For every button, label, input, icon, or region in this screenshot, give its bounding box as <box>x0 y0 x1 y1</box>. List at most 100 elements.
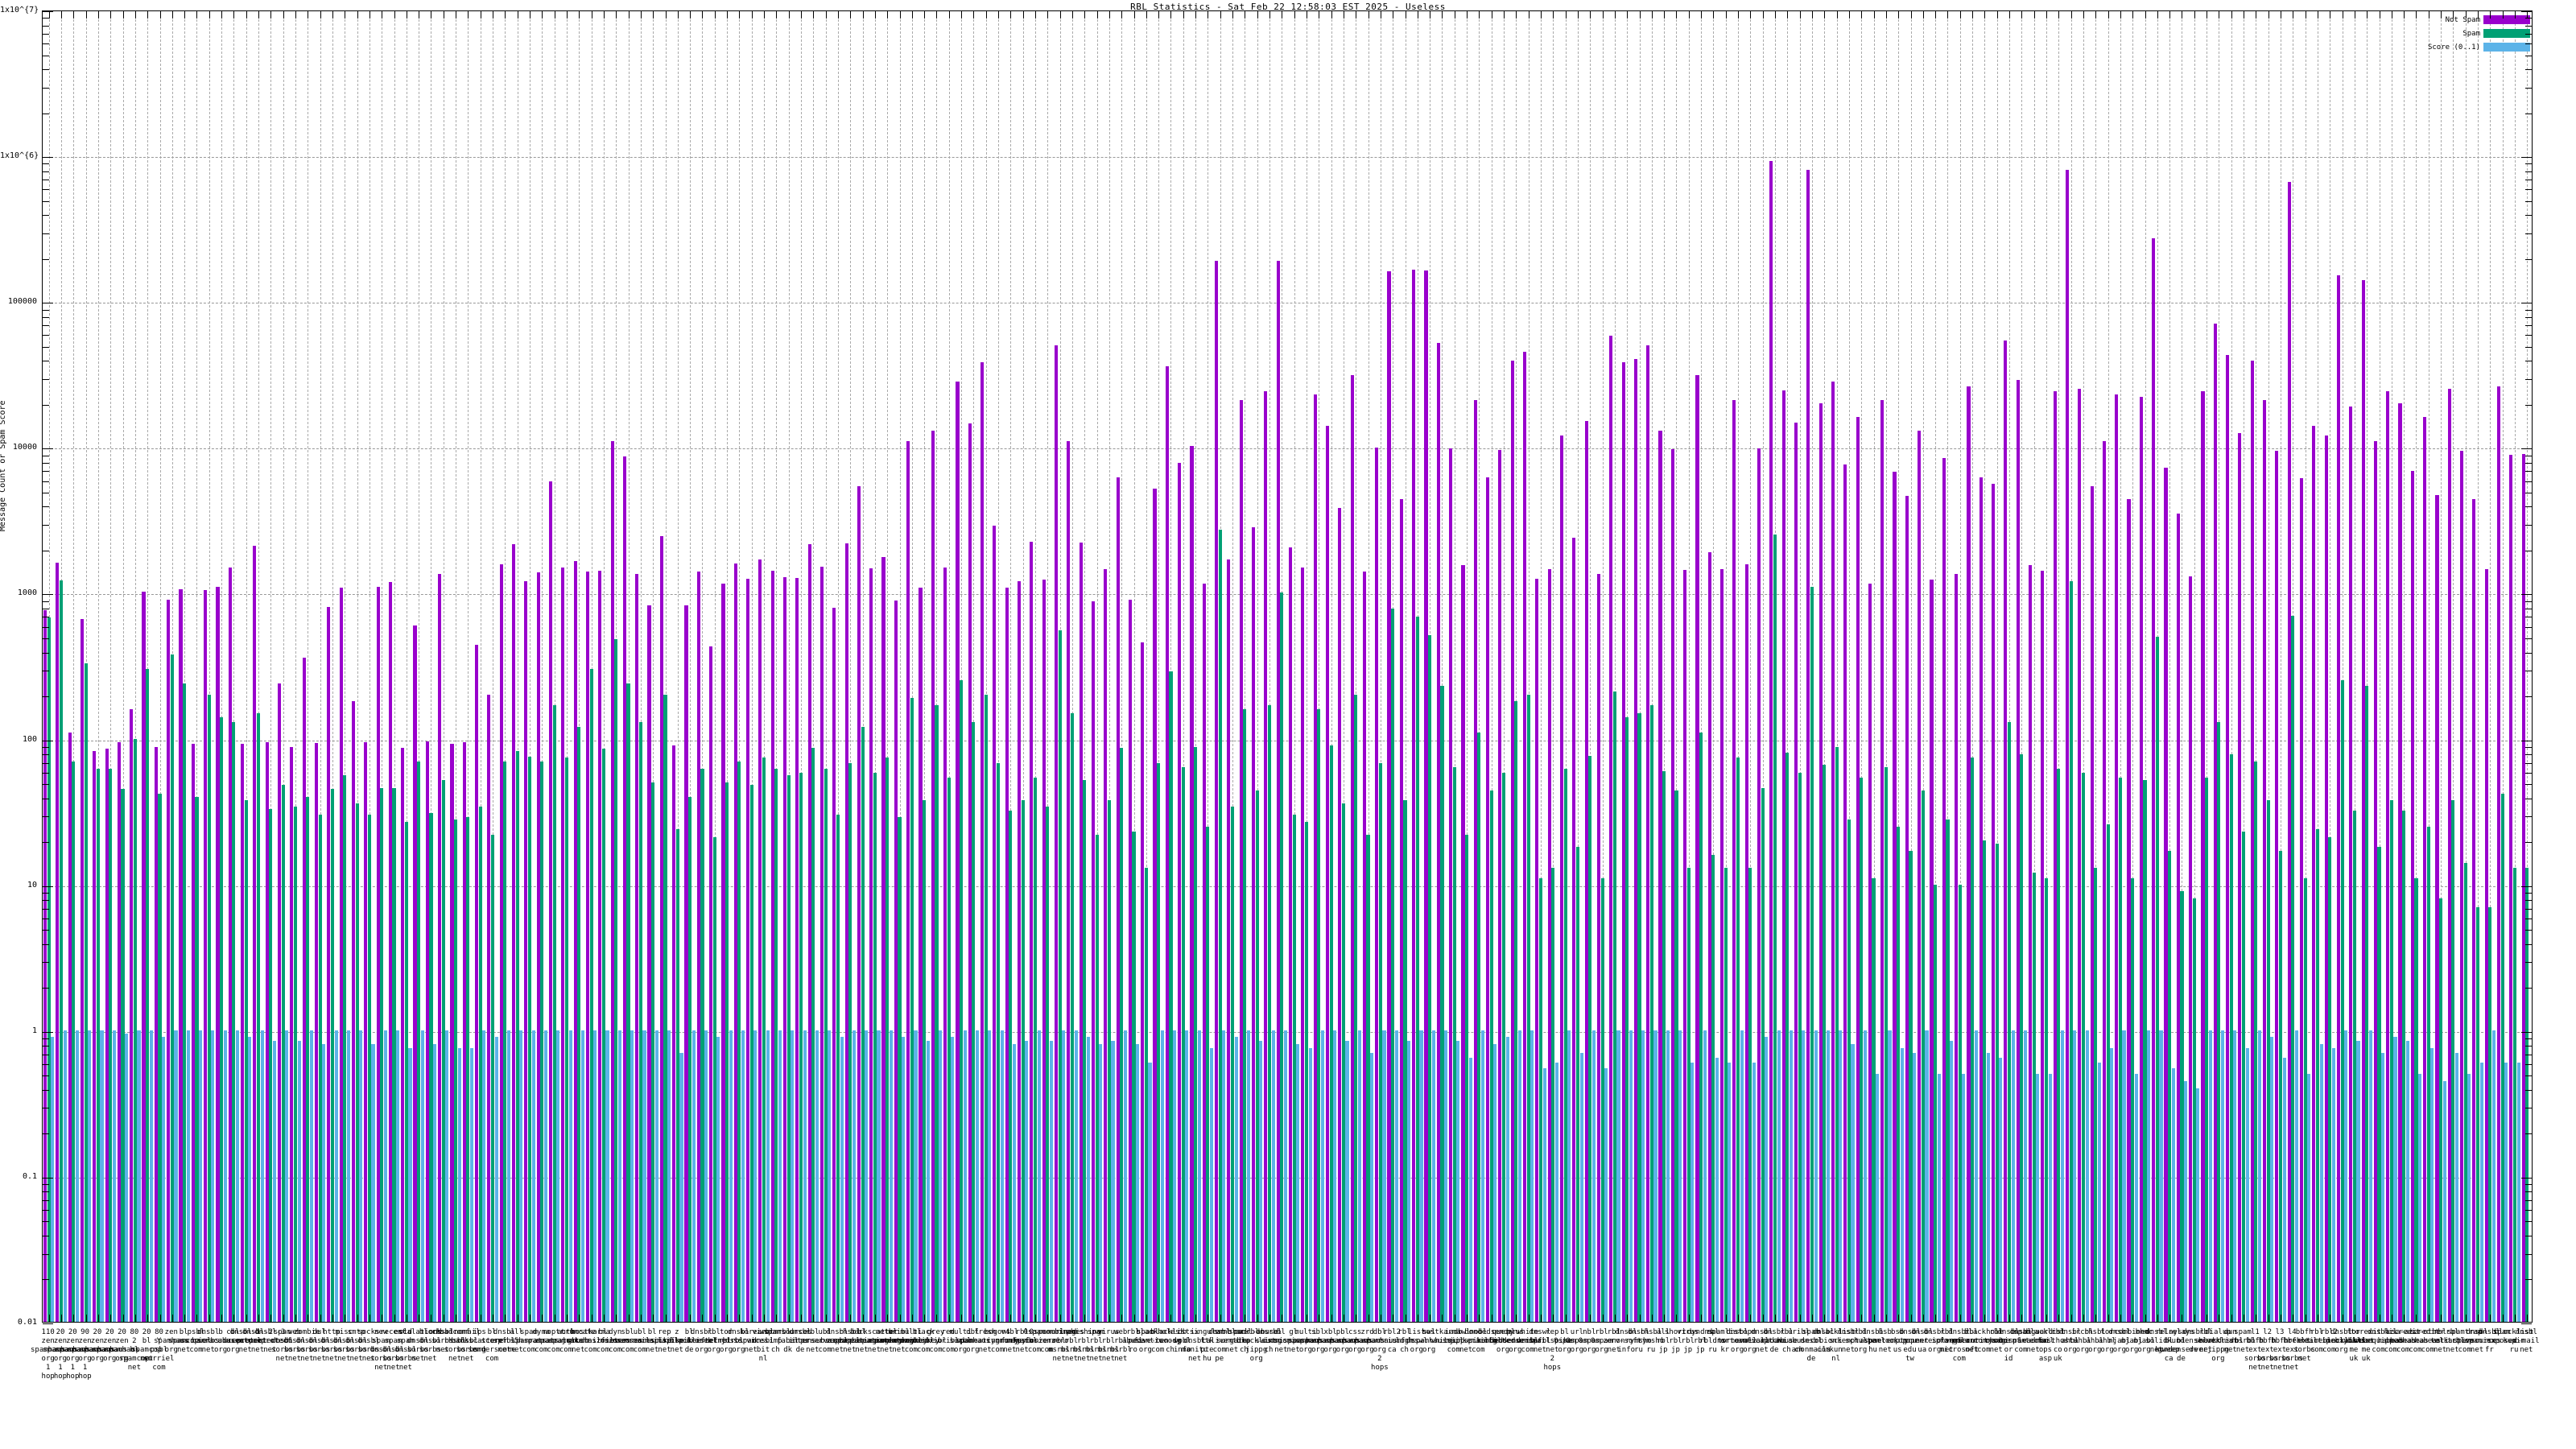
x-tick <box>1577 1315 1579 1322</box>
bar-score <box>2467 1074 2471 1322</box>
x-tick <box>221 1315 223 1322</box>
bar-not-spam <box>672 745 676 1322</box>
bar-not-spam <box>1757 448 1761 1322</box>
x-tick <box>1861 1315 1863 1322</box>
grid-line-vertical <box>2441 11 2442 1322</box>
x-tick <box>2502 1315 2504 1322</box>
y-tick-minor <box>43 462 49 464</box>
bar-score <box>939 1030 943 1322</box>
bar-not-spam <box>1461 564 1465 1322</box>
y-tick-minor <box>2525 215 2532 217</box>
bar-not-spam <box>179 588 183 1322</box>
bar-spam <box>2229 754 2233 1322</box>
grid-line-vertical <box>2120 11 2121 1322</box>
x-tick-label: auth spamrats com <box>548 1328 584 1354</box>
x-tick-label: nbl 0spam org <box>1578 1328 1600 1354</box>
bar-spam <box>1046 807 1050 1322</box>
x-tick-label: dnsbl njabl org <box>2108 1328 2131 1354</box>
grid-line-vertical <box>1331 11 1332 1322</box>
bar-spam <box>2192 898 2196 1322</box>
bar-score <box>2159 1030 2163 1322</box>
x-tick <box>1096 11 1098 19</box>
bar-spam <box>626 683 630 1322</box>
bar-spam <box>811 748 815 1322</box>
x-tick <box>825 1315 827 1322</box>
bar-score <box>1000 1030 1004 1322</box>
x-tick <box>2502 11 2504 19</box>
bar-not-spam <box>2127 498 2131 1322</box>
x-tick-label: dnsbl-3 uceprotect net <box>248 1328 292 1354</box>
grid-line-vertical <box>690 11 691 1322</box>
x-tick <box>1762 1315 1764 1322</box>
bar-not-spam <box>1104 569 1108 1322</box>
y-tick-minor <box>2525 404 2532 406</box>
bar-score <box>2331 1048 2335 1322</box>
x-tick-label: rbl fasthosts co uk <box>2037 1328 2078 1363</box>
bar-score <box>2011 1030 2015 1322</box>
x-tick <box>727 11 729 19</box>
bar-not-spam <box>524 581 528 1322</box>
bar-not-spam <box>1375 448 1379 1322</box>
x-tick-label: relays bl kundenserver de <box>2154 1328 2207 1363</box>
bar-not-spam <box>881 557 886 1322</box>
x-tick <box>2157 1315 2158 1322</box>
y-tick-minor <box>43 1279 49 1281</box>
bar-not-spam <box>807 544 811 1322</box>
x-tick <box>97 1315 99 1322</box>
bar-score <box>1752 1062 1757 1322</box>
x-tick <box>653 11 654 19</box>
y-tick-minor <box>43 1199 49 1201</box>
bar-spam <box>220 717 224 1322</box>
x-tick <box>998 11 1000 19</box>
y-tick-label: 1x10^{6} <box>0 151 39 161</box>
x-tick-label: rbl choon net <box>1985 1328 2008 1354</box>
bar-not-spam <box>2201 391 2205 1322</box>
y-tick-major <box>2521 1031 2532 1033</box>
x-tick-label: dialup blacklist jippg org <box>2198 1328 2238 1363</box>
bar-score <box>100 1030 104 1322</box>
x-tick-label: block dnsbl sorbs net <box>419 1328 442 1363</box>
bar-score <box>1419 1030 1423 1322</box>
y-tick-minor <box>43 18 49 19</box>
bar-score <box>2430 1048 2434 1322</box>
bar-not-spam <box>487 695 491 1322</box>
y-tick-minor <box>43 962 49 964</box>
x-tick-label: rbl eeti net <box>2431 1328 2449 1354</box>
bar-not-spam <box>758 559 762 1322</box>
bar-not-spam <box>105 749 109 1322</box>
x-tick <box>1959 11 1961 19</box>
grid-line-vertical <box>258 11 260 1322</box>
x-tick <box>2367 1315 2368 1322</box>
x-tick-label: netbl spameatingmonkey net <box>857 1328 927 1354</box>
x-tick <box>998 1315 1000 1322</box>
grid-line-vertical <box>2083 11 2084 1322</box>
bar-not-spam <box>561 567 565 1322</box>
bar-score <box>1950 1040 1954 1322</box>
y-tick-minor <box>43 930 49 931</box>
x-tick <box>603 11 605 19</box>
x-tick-label: plus bondedsender org <box>1488 1328 1542 1354</box>
x-tick-label: rbl megarbl net <box>1006 1328 1038 1354</box>
bar-not-spam <box>351 701 355 1322</box>
x-tick-label: badconf rhsbl sorbs net <box>440 1328 471 1363</box>
x-tick <box>1873 1315 1875 1322</box>
y-tick-minor <box>43 43 49 45</box>
bar-score <box>531 1030 535 1322</box>
y-tick-minor <box>2525 1279 2532 1281</box>
y-tick-minor <box>43 481 49 482</box>
x-tick <box>505 1315 506 1322</box>
bar-score <box>580 1030 584 1322</box>
bar-not-spam <box>1905 496 1909 1322</box>
bar-spam <box>2266 799 2270 1322</box>
bar-not-spam <box>2176 513 2180 1322</box>
bar-score <box>556 1030 560 1322</box>
bar-spam <box>2340 680 2344 1322</box>
bar-score <box>1333 1030 1337 1322</box>
grid-line-vertical <box>653 11 654 1322</box>
bar-spam <box>861 727 865 1322</box>
x-tick-label: list dnswl org <box>1406 1328 1428 1354</box>
x-tick-label: 0spam fusionzero com <box>1012 1328 1057 1354</box>
bar-score <box>1197 1030 1201 1322</box>
x-tick <box>862 1315 864 1322</box>
y-tick-major <box>2521 1323 2532 1324</box>
